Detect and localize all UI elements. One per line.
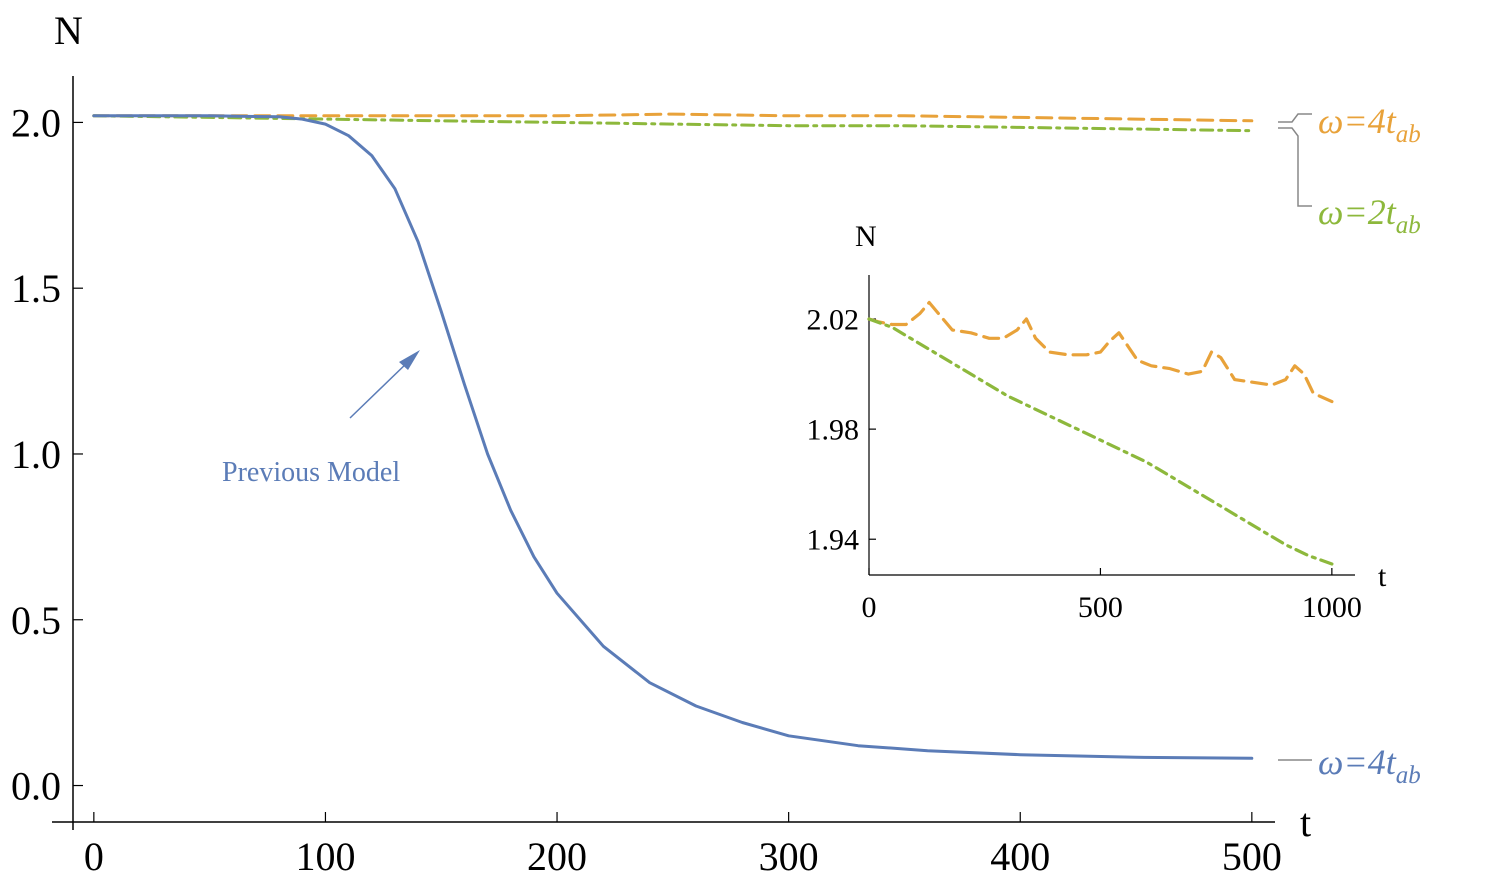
inset-y-tick-label: 1.94 [807,524,860,557]
inset-plot: 0 500 1000 1.94 1.98 2.02 t N [807,220,1388,624]
main-y-tick-label: 2.0 [11,100,61,145]
legend-entry-blue-main: ω=4 [1318,742,1386,782]
main-y-tick-label: 1.5 [11,266,61,311]
main-series [92,112,1254,760]
inset-y-axis-label: N [855,220,877,253]
main-series-line-orange [92,112,1254,123]
inset-series-line-green [867,317,1334,566]
inset-y-tick-label: 1.98 [807,414,860,447]
legend-entry-orange-t: t [1386,101,1397,141]
annotation-arrow-shaft [349,359,411,419]
legend-connector-green [1278,127,1312,207]
main-x-tick-label: 500 [1222,834,1282,879]
main-x-tick-label: 400 [990,834,1050,879]
legend-entry-green-sub: ab [1396,212,1421,239]
previous-model-annotation: Previous Model [222,350,420,488]
legend-entry-blue-sub: ab [1396,762,1421,789]
legend-entry-green-main: ω=2 [1318,192,1386,232]
legend-entry-orange-main: ω=4 [1318,101,1386,141]
annotation-text: Previous Model [222,457,400,488]
legend-entry-blue: ω=4tab [1318,742,1421,789]
main-y-tick-label: 0.5 [11,598,61,643]
legend-entry-green: ω=2tab [1318,192,1421,239]
inset-x-tick-label: 500 [1078,591,1123,624]
main-x-axis-label: t [1300,800,1311,845]
legend-entry-green-t: t [1386,192,1397,232]
annotation-arrow-head [399,350,420,370]
main-y-tick-label: 0.0 [11,764,61,809]
main-ticks: 0 100 200 300 400 500 0.0 0.5 1.0 1.5 2.0 [11,100,1282,879]
main-x-tick-label: 0 [84,834,104,879]
legend-connector-orange [1278,113,1312,123]
inset-y-tick-label: 2.02 [807,304,860,337]
main-x-tick-label: 100 [295,834,355,879]
main-series-line-blue [92,114,1254,760]
inset-background [869,272,1359,575]
inset-x-tick-label: 1000 [1302,591,1362,624]
main-y-axis-label: N [54,8,83,53]
inset-series-line-orange [867,300,1334,404]
inset-series [867,300,1334,566]
legend-entry-blue-t: t [1386,742,1397,782]
inset-ticks: 0 500 1000 1.94 1.98 2.02 [807,304,1362,624]
main-x-tick-label: 200 [527,834,587,879]
inset-x-axis-label: t [1378,560,1387,593]
legend: ω=4tab ω=2tab ω=4tab [1278,101,1421,789]
legend-entry-orange: ω=4tab [1318,101,1421,148]
legend-entry-orange-sub: ab [1396,121,1421,148]
main-x-tick-label: 300 [759,834,819,879]
main-y-tick-label: 1.0 [11,432,61,477]
main-plot: 0 100 200 300 400 500 0.0 0.5 1.0 1.5 2.0 t N [11,8,1311,879]
inset-x-tick-label: 0 [862,591,877,624]
